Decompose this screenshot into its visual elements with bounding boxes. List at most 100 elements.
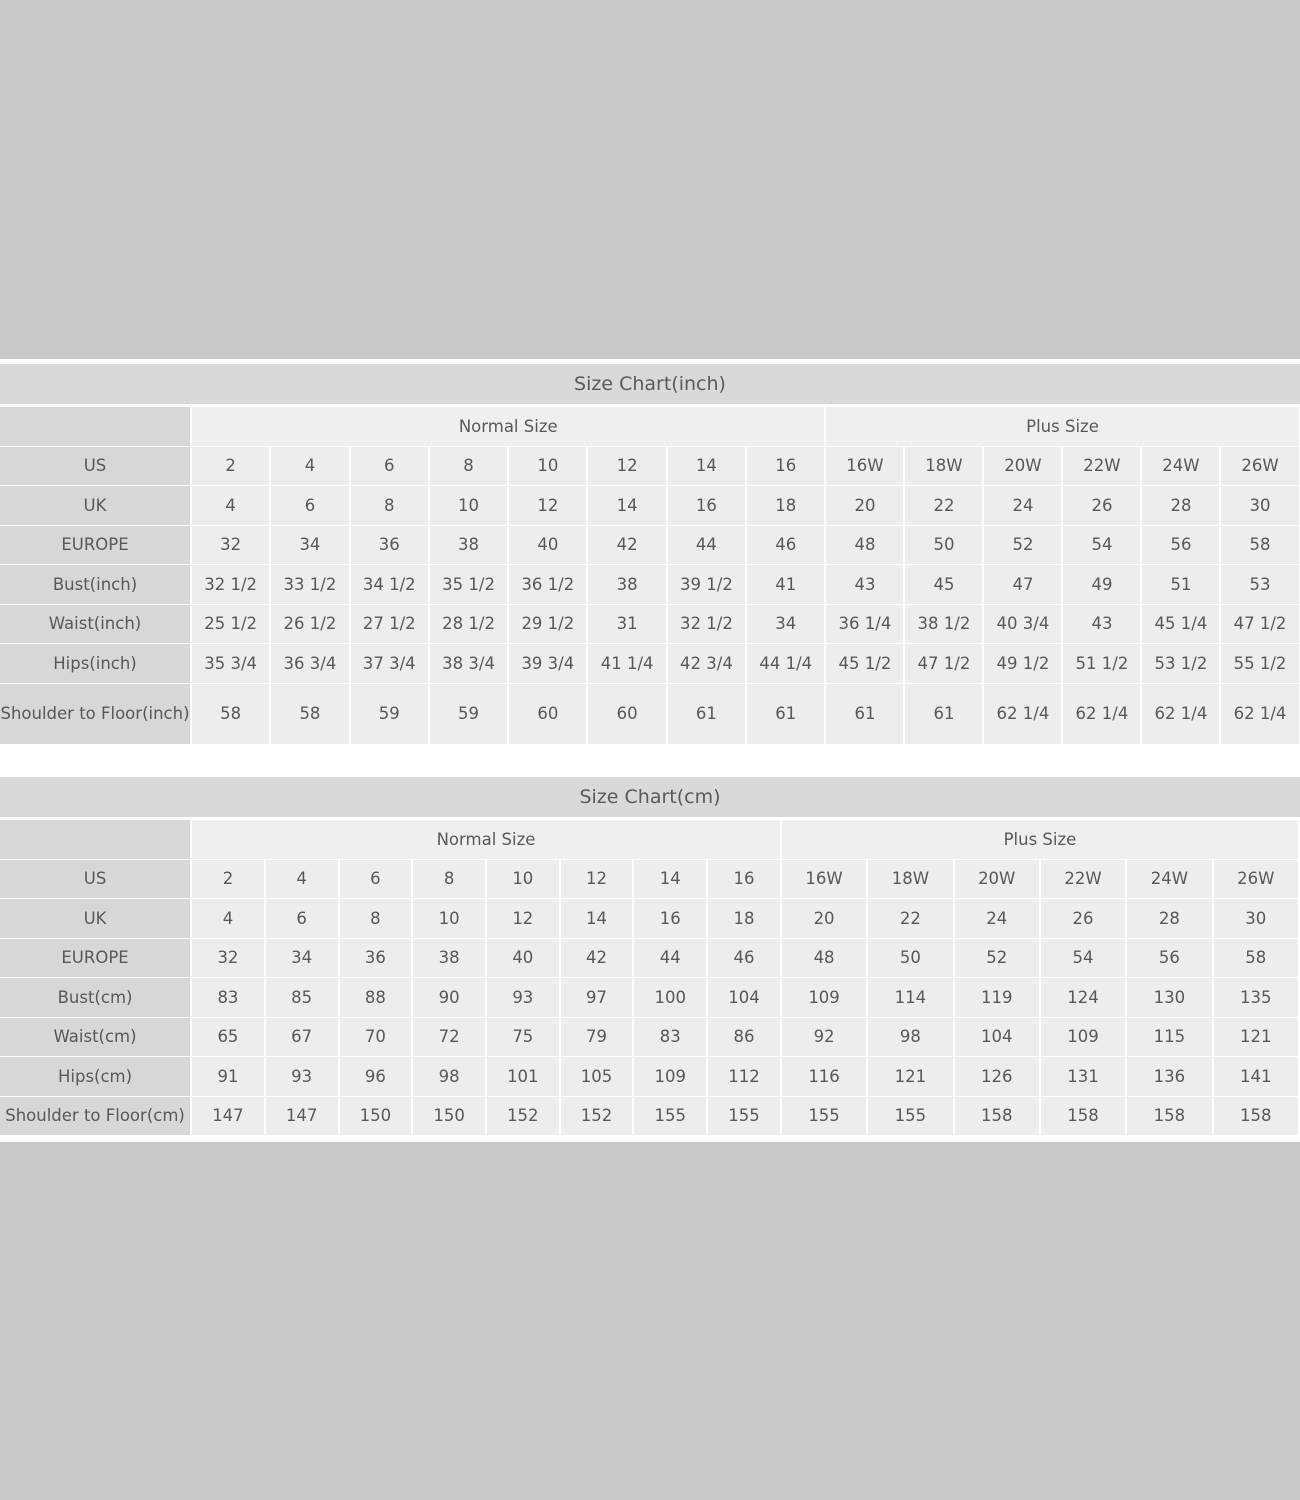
table-cell: 4 [271, 446, 349, 485]
table-cell: 61 [667, 683, 746, 744]
table-cell: 20 [781, 899, 867, 938]
table-cell: 58 [271, 683, 349, 744]
table-cell: 10 [509, 446, 587, 485]
table-cell: 32 [192, 938, 264, 977]
table-cell: 43 [1063, 604, 1141, 643]
table-cell: 34 [271, 525, 349, 564]
table-row: Waist(inch) 25 1/2 26 1/2 27 1/2 28 1/2 29 1/… [0, 604, 1299, 643]
table-row: UK 4 6 8 10 12 14 16 18 20 22 24 26 28 30 [0, 486, 1299, 525]
table-cell: 51 [1142, 565, 1220, 604]
table-cell: 158 [954, 1096, 1039, 1135]
table-cell: 50 [905, 525, 983, 564]
table-cell: 10 [413, 899, 485, 938]
table-cell: 14 [667, 446, 746, 485]
table-cell: 155 [708, 1096, 780, 1135]
row-label: UK [0, 486, 190, 525]
table-cell: 32 1/2 [192, 565, 270, 604]
corner-cell [0, 407, 190, 446]
table-cell: 36 1/4 [826, 604, 904, 643]
table-cell: 59 [429, 683, 508, 744]
table-cell: 16W [826, 446, 904, 485]
table-cell: 124 [1040, 978, 1126, 1017]
table-cell: 32 1/2 [667, 604, 746, 643]
table-cell: 67 [265, 1017, 338, 1056]
table-cell: 8 [429, 446, 508, 485]
table-cell: 158 [1127, 1096, 1212, 1135]
table-cell: 38 [413, 938, 485, 977]
group-header-row: Normal Size Plus Size [0, 820, 1298, 859]
table-cell: 44 [634, 938, 707, 977]
table-cell: 135 [1213, 978, 1298, 1017]
table-cell: 12 [509, 486, 587, 525]
table-cell: 4 [265, 859, 338, 898]
table-row: Shoulder to Floor(inch) 58 58 59 59 60 60 61 61 6… [0, 683, 1299, 744]
table-cell: 16 [708, 859, 780, 898]
table-cell: 24 [984, 486, 1062, 525]
table-cell: 38 3/4 [429, 644, 508, 683]
group-header-plus-size: Plus Size [781, 820, 1298, 859]
table-cell: 27 1/2 [350, 604, 428, 643]
table-cell: 46 [747, 525, 825, 564]
row-label: UK [0, 899, 191, 938]
table-cell: 50 [868, 938, 953, 977]
table-cell: 22W [1063, 446, 1141, 485]
table-cell: 16 [634, 899, 707, 938]
table-cell: 152 [486, 1096, 559, 1135]
table-cell: 16 [747, 446, 825, 485]
table-cell: 44 1/4 [747, 644, 825, 683]
table-cell: 98 [413, 1057, 485, 1096]
table-cell: 115 [1127, 1017, 1212, 1056]
table-cell: 24W [1142, 446, 1220, 485]
table-cell: 93 [265, 1057, 338, 1096]
table-cell: 31 [588, 604, 666, 643]
row-label: Hips(inch) [0, 644, 190, 683]
row-label: Shoulder to Floor(inch) [0, 683, 190, 744]
row-label: Hips(cm) [0, 1057, 191, 1096]
row-label: US [0, 859, 191, 898]
group-header-normal-size: Normal Size [192, 407, 825, 446]
table-cell: 38 [588, 565, 666, 604]
table-cell: 29 1/2 [509, 604, 587, 643]
size-chart-cm: Size Chart(cm) Normal Size Plus Size US 2 4 6… [0, 751, 1300, 1142]
table-cell: 155 [634, 1096, 707, 1135]
table-cell: 33 1/2 [271, 565, 349, 604]
table-cell: 30 [1221, 486, 1299, 525]
table-cell: 6 [265, 899, 338, 938]
table-cell: 49 [1063, 565, 1141, 604]
table-cell: 34 1/2 [350, 565, 428, 604]
table-cell: 72 [413, 1017, 485, 1056]
table-cell: 85 [265, 978, 338, 1017]
table-cell: 55 1/2 [1221, 644, 1299, 683]
table-cell: 8 [339, 899, 412, 938]
table-cell: 47 1/2 [905, 644, 983, 683]
table-cell: 70 [339, 1017, 412, 1056]
table-cell: 158 [1040, 1096, 1126, 1135]
table-cell: 97 [560, 978, 633, 1017]
table-cell: 131 [1040, 1057, 1126, 1096]
table-cell: 46 [708, 938, 780, 977]
table-cell: 86 [708, 1017, 780, 1056]
table-cell: 39 3/4 [509, 644, 587, 683]
table-row: US 2 4 6 8 10 12 14 16 16W 18W 20W 22W 24W 26W [0, 859, 1298, 898]
table-cell: 10 [486, 859, 559, 898]
table-cell: 119 [954, 978, 1039, 1017]
table-cell: 61 [905, 683, 983, 744]
table-cell: 32 [192, 525, 270, 564]
table-cell: 18 [747, 486, 825, 525]
table-cell: 147 [192, 1096, 264, 1135]
table-cell: 58 [192, 683, 270, 744]
table-cell: 36 1/2 [509, 565, 587, 604]
size-chart-inch: Size Chart(inch) Normal Size Plus Size US 2… [0, 359, 1300, 751]
table-row: Hips(cm) 91 93 96 98 101 105 109 112 116 121 126 131… [0, 1057, 1298, 1096]
table-row: EUROPE 32 34 36 38 40 42 44 46 48 50 52 54 56 58 [0, 938, 1298, 977]
table-cell: 121 [1213, 1017, 1298, 1056]
table-cell: 56 [1142, 525, 1220, 564]
table-cell: 18 [708, 899, 780, 938]
table-cell: 147 [265, 1096, 338, 1135]
table-cell: 109 [634, 1057, 707, 1096]
table-cell: 22W [1040, 859, 1126, 898]
row-label: Waist(inch) [0, 604, 190, 643]
table-cell: 36 [350, 525, 428, 564]
table-cell: 83 [634, 1017, 707, 1056]
table-cell: 34 [265, 938, 338, 977]
